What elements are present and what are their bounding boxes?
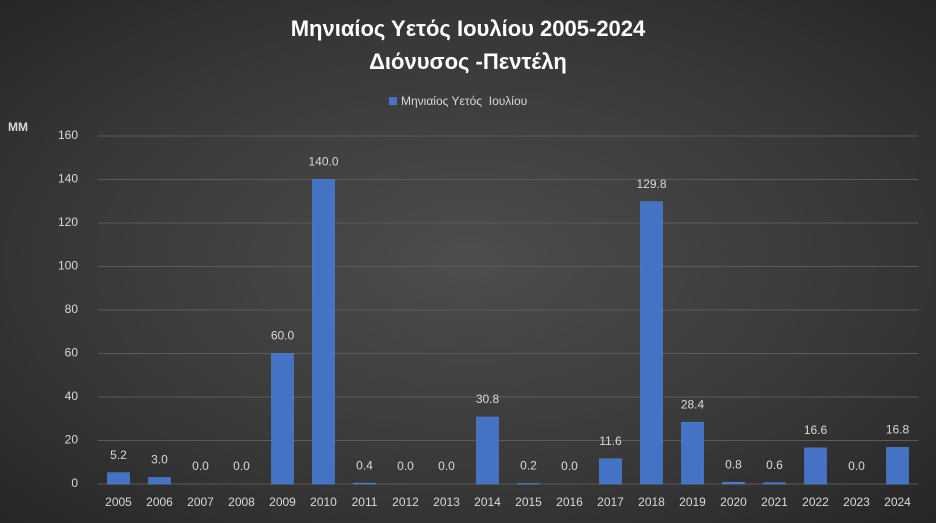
value-label: 3.0 xyxy=(151,453,168,467)
value-label: 28.4 xyxy=(681,397,705,411)
value-label: 0.2 xyxy=(520,459,537,473)
bar xyxy=(476,416,499,485)
value-label: 0.8 xyxy=(725,457,742,471)
value-label: 0.6 xyxy=(766,458,783,472)
bar xyxy=(148,477,171,485)
y-tick-label: 160 xyxy=(58,128,78,142)
x-tick-label: 2007 xyxy=(187,495,214,509)
y-tick-label: 0 xyxy=(71,476,78,490)
value-label: 129.8 xyxy=(636,177,666,191)
bar xyxy=(722,482,745,485)
value-label: 0.0 xyxy=(233,459,250,473)
y-tick-label: 40 xyxy=(65,389,79,403)
chart-subtitle: Διόνυσος -Πεντέλη xyxy=(369,49,567,74)
x-tick-label: 2006 xyxy=(146,495,173,509)
x-tick-label: 2014 xyxy=(474,495,501,509)
chart-title: Μηνιαίος Υετός Ιουλίου 2005-2024 xyxy=(291,16,646,41)
x-tick-label: 2018 xyxy=(638,495,665,509)
x-tick-label: 2019 xyxy=(679,495,706,509)
y-tick-label: 100 xyxy=(58,259,78,273)
value-label: 0.0 xyxy=(848,459,865,473)
x-tick-label: 2010 xyxy=(310,495,337,509)
y-tick-label: 120 xyxy=(58,215,78,229)
value-label: 0.0 xyxy=(438,459,455,473)
x-tick-label: 2021 xyxy=(761,495,788,509)
x-tick-label: 2009 xyxy=(269,495,296,509)
value-label: 60.0 xyxy=(271,329,295,343)
bar xyxy=(271,353,294,485)
x-tick-label: 2016 xyxy=(556,495,583,509)
x-tick-label: 2012 xyxy=(392,495,419,509)
bar xyxy=(599,458,622,485)
value-label: 5.2 xyxy=(110,448,127,462)
bar xyxy=(763,482,786,485)
legend-label: Μηνιαίος Υετός Ιουλίου xyxy=(401,94,527,108)
bar xyxy=(640,201,663,485)
bar xyxy=(886,447,909,485)
y-tick-label: 60 xyxy=(65,346,79,360)
bar xyxy=(681,421,704,485)
x-tick-label: 2013 xyxy=(433,495,460,509)
value-label: 0.0 xyxy=(192,459,209,473)
bar xyxy=(312,179,335,485)
legend-swatch xyxy=(389,97,397,105)
x-tick-label: 2015 xyxy=(515,495,542,509)
x-tick-label: 2023 xyxy=(843,495,870,509)
value-label: 16.6 xyxy=(804,423,828,437)
value-label: 0.0 xyxy=(397,459,414,473)
y-tick-label: 140 xyxy=(58,172,78,186)
value-label: 0.4 xyxy=(356,458,373,472)
x-tick-label: 2024 xyxy=(884,495,911,509)
y-axis-label: MM xyxy=(8,120,28,134)
x-tick-label: 2008 xyxy=(228,495,255,509)
y-tick-label: 20 xyxy=(65,433,79,447)
bar xyxy=(107,472,130,485)
bar xyxy=(804,447,827,485)
x-tick-label: 2011 xyxy=(352,495,378,509)
x-tick-label: 2020 xyxy=(720,495,747,509)
y-tick-label: 80 xyxy=(65,302,79,316)
bar xyxy=(353,482,376,485)
value-label: 0.0 xyxy=(561,459,578,473)
x-tick-label: 2022 xyxy=(802,495,829,509)
value-label: 11.6 xyxy=(599,434,622,448)
x-tick-label: 2017 xyxy=(597,495,624,509)
x-tick-label: 2005 xyxy=(105,495,132,509)
value-label: 30.8 xyxy=(476,392,500,406)
value-label: 16.8 xyxy=(886,423,910,437)
value-label: 140.0 xyxy=(308,155,338,169)
